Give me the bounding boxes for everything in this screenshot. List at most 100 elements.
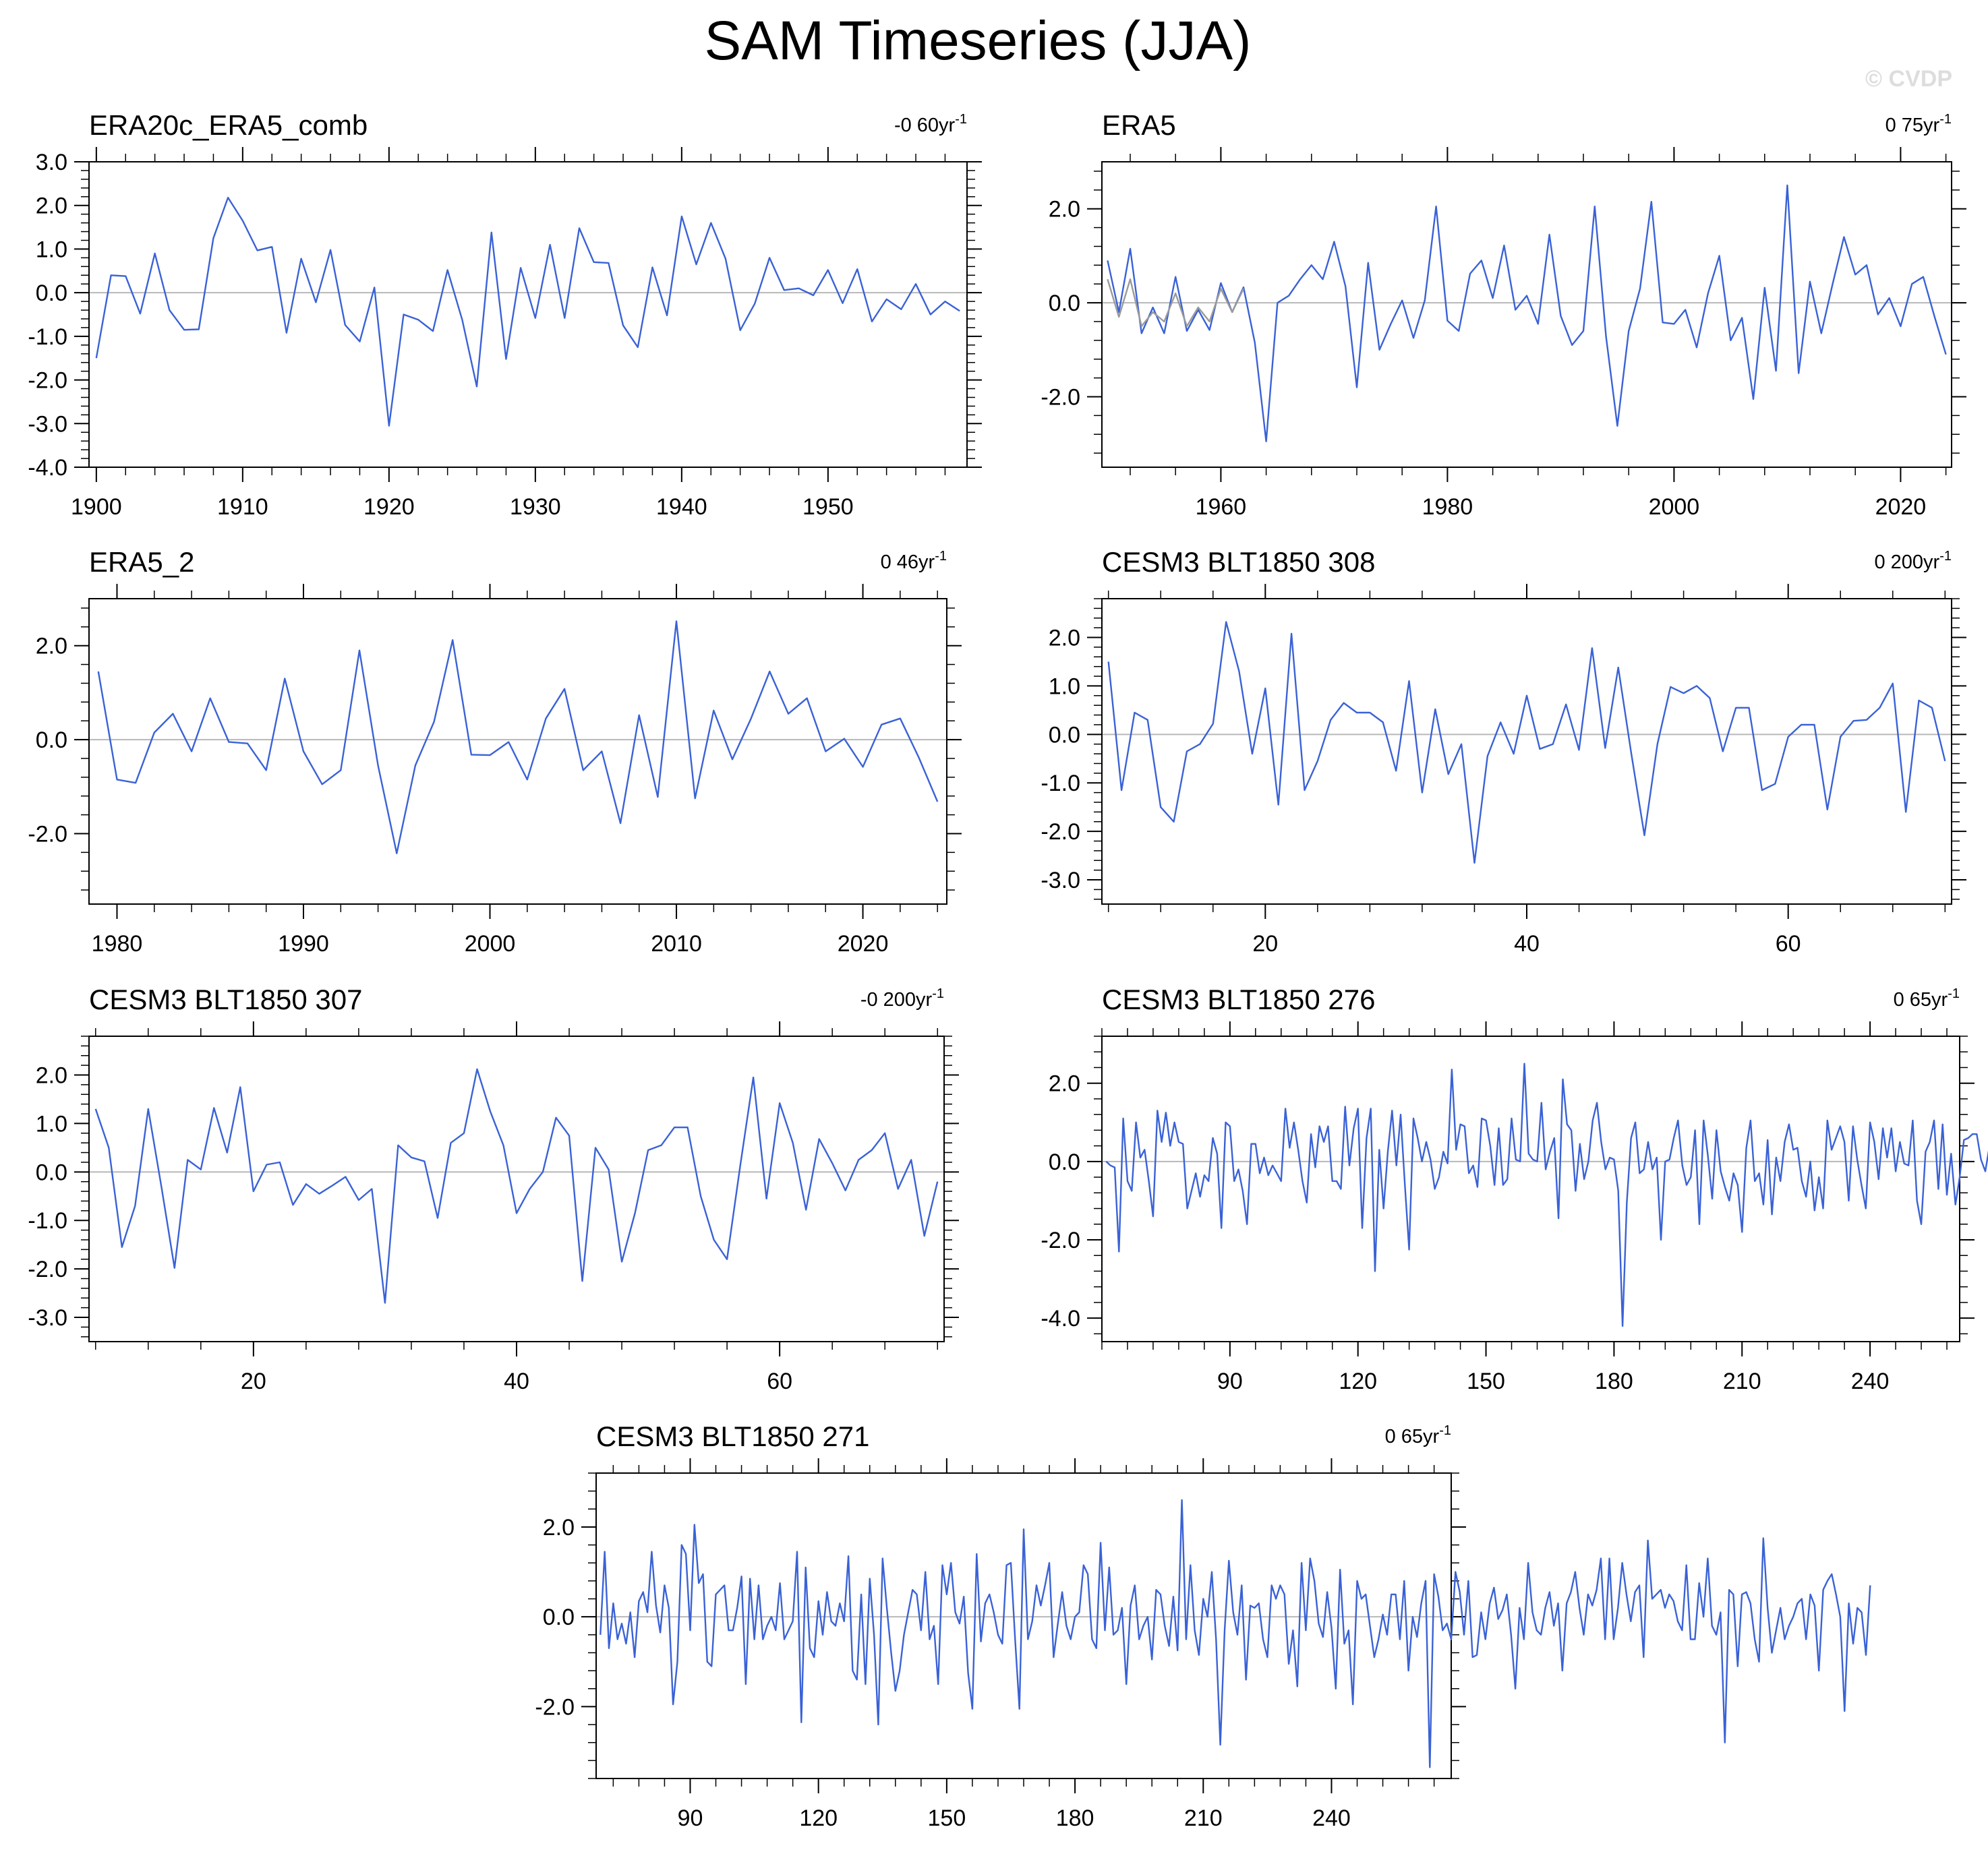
panel-title: CESM3 BLT1850 271 [596, 1421, 869, 1452]
y-tick-label: -4.0 [28, 455, 67, 481]
x-tick-label: 90 [678, 1805, 703, 1831]
x-tick-label: 240 [1312, 1805, 1351, 1831]
x-tick-label: 150 [928, 1805, 966, 1831]
trend-label: 0 46yr-1 [881, 549, 947, 573]
x-tick-label: 1980 [1422, 494, 1473, 520]
y-tick-label: 1.0 [1049, 674, 1080, 699]
x-tick-label: 210 [1723, 1369, 1761, 1394]
y-tick-label: -1.0 [1041, 771, 1080, 796]
y-tick-label: -4.0 [1041, 1306, 1080, 1332]
series-line [1107, 184, 1947, 442]
y-tick-label: 0.0 [1049, 722, 1080, 748]
main-title: SAM Timeseries (JJA) [705, 10, 1252, 71]
x-tick-label: 1900 [71, 494, 122, 520]
plot-frame [88, 598, 947, 905]
panel-title: ERA5 [1102, 109, 1176, 141]
x-tick-label: 120 [799, 1805, 838, 1831]
y-tick-label: 1.0 [36, 1111, 67, 1137]
x-tick-label: 20 [241, 1369, 266, 1394]
x-tick-label: 180 [1595, 1369, 1633, 1394]
y-tick-label: 3.0 [36, 150, 67, 175]
y-tick-label: 0.0 [36, 280, 67, 306]
series-line [1105, 1063, 1988, 1327]
y-tick-label: 2.0 [543, 1515, 575, 1541]
secondary-series-line [1107, 278, 1245, 328]
y-tick-label: 2.0 [36, 1063, 67, 1089]
plot-frame [88, 1036, 945, 1342]
x-tick-label: 1920 [363, 494, 415, 520]
y-tick-label: 0.0 [543, 1605, 575, 1630]
panel-title: ERA20c_ERA5_comb [89, 109, 368, 141]
x-tick-label: 1930 [510, 494, 561, 520]
y-tick-label: 2.0 [36, 193, 67, 219]
series-line [94, 1068, 939, 1304]
x-tick-label: 150 [1467, 1369, 1505, 1394]
y-tick-label: -2.0 [1041, 1228, 1080, 1253]
x-tick-label: 2000 [1649, 494, 1700, 520]
plot-frame [1101, 161, 1952, 468]
panel-title: CESM3 BLT1850 276 [1102, 984, 1375, 1015]
panel-7: 2.0 0.0 -2.0 90 120 150 180 210 240 CESM3 BLT1850… [535, 1421, 1871, 1831]
y-tick-label: 2.0 [1049, 1071, 1080, 1097]
x-tick-label: 2010 [651, 931, 702, 957]
plot-frame [1101, 1036, 1960, 1342]
plot-frame [1101, 598, 1952, 905]
panel-5: 2.0 1.0 0.0 -1.0 -2.0 -3.0 20 40 60 CESM3 BLT1850… [28, 984, 959, 1394]
trend-label: 0 75yr-1 [1885, 112, 1952, 136]
series-line [600, 1499, 1871, 1768]
x-tick-label: 1950 [802, 494, 854, 520]
panel-4: 2.0 1.0 0.0 -1.0 -2.0 -3.0 20 40 60 CESM3 BLT1850… [1041, 546, 1966, 957]
x-tick-label: 1990 [278, 931, 329, 957]
y-tick-label: -1.0 [28, 324, 67, 350]
y-tick-label: -2.0 [28, 368, 67, 394]
trend-label: 0 65yr-1 [1894, 986, 1960, 1011]
series-line [95, 196, 960, 427]
y-tick-label: 0.0 [36, 727, 67, 753]
panel-title: ERA5_2 [89, 546, 194, 578]
y-tick-label: -3.0 [1041, 868, 1080, 893]
x-tick-label: 1960 [1196, 494, 1247, 520]
x-tick-label: 20 [1252, 931, 1278, 957]
y-tick-label: 2.0 [1049, 197, 1080, 222]
trend-label: 0 200yr-1 [1874, 549, 1952, 573]
y-tick-label: -2.0 [1041, 819, 1080, 845]
series-line [97, 620, 939, 854]
panel-2: 2.0 0.0 -2.0 1960 1980 2000 2020 ERA5 0 75yr-1 [1041, 109, 1966, 520]
y-tick-label: 0.0 [36, 1160, 67, 1185]
x-tick-label: 1980 [92, 931, 143, 957]
y-tick-label: -3.0 [28, 1305, 67, 1331]
y-tick-label: -2.0 [28, 821, 67, 847]
trend-label: 0 65yr-1 [1385, 1423, 1451, 1447]
x-tick-label: 60 [1776, 931, 1801, 957]
cvdp-credit: © CVDP [1865, 66, 1952, 92]
plot-frame [88, 161, 968, 468]
y-tick-label: -2.0 [28, 1257, 67, 1282]
x-tick-label: 240 [1851, 1369, 1890, 1394]
x-tick-label: 90 [1217, 1369, 1243, 1394]
x-tick-label: 2000 [465, 931, 516, 957]
x-tick-label: 180 [1056, 1805, 1094, 1831]
y-tick-label: 1.0 [36, 237, 67, 262]
x-tick-label: 1940 [656, 494, 707, 520]
y-tick-label: -1.0 [28, 1208, 67, 1234]
series-line [1107, 621, 1946, 864]
y-tick-label: -2.0 [535, 1694, 575, 1720]
y-tick-label: 0.0 [1049, 1149, 1080, 1175]
trend-label: -0 60yr-1 [894, 112, 967, 136]
x-tick-label: 40 [504, 1369, 529, 1394]
plot-frame [595, 1472, 1452, 1779]
panel-title: CESM3 BLT1850 307 [89, 984, 362, 1015]
trend-label: -0 200yr-1 [860, 986, 944, 1011]
x-tick-label: 2020 [838, 931, 889, 957]
panel-title: CESM3 BLT1850 308 [1102, 546, 1375, 578]
panel-6: 2.0 0.0 -2.0 -4.0 90 120 150 180 210 240 CESM3 BLT… [1041, 984, 1988, 1394]
y-tick-label: 0.0 [1049, 291, 1080, 316]
x-tick-label: 120 [1339, 1369, 1377, 1394]
y-tick-label: -3.0 [28, 411, 67, 437]
y-tick-label: 2.0 [36, 634, 67, 659]
x-tick-label: 1910 [217, 494, 268, 520]
panel-3: 2.0 0.0 -2.0 1980 1990 2000 2010 2020 ERA5_2 0 46… [28, 546, 962, 957]
